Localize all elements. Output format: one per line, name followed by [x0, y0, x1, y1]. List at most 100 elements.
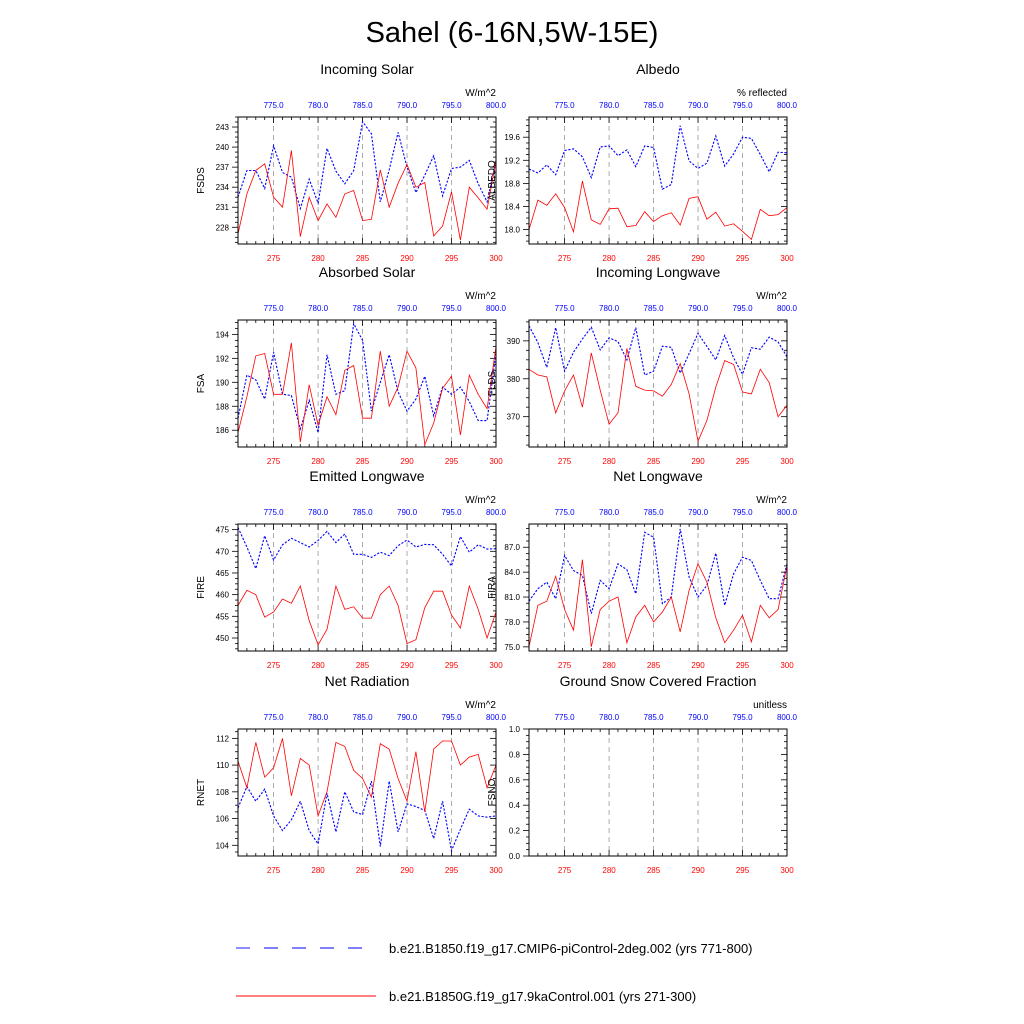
- units-label: unitless: [753, 700, 787, 711]
- x-tick-label: 280: [311, 457, 325, 466]
- y-tick-label: 455: [216, 612, 230, 621]
- x-tick-label: 290: [400, 661, 414, 670]
- legend: b.e21.B1850.f19_g17.CMIP6-piControl-2deg…: [236, 941, 753, 1004]
- x-tick-label-top: 785.0: [353, 304, 374, 313]
- y-tick-label: 0.0: [509, 852, 521, 861]
- plot-frame: [528, 523, 788, 652]
- x-tick-label: 280: [602, 457, 616, 466]
- x-tick-label-top: 800.0: [777, 713, 798, 722]
- x-tick-label: 280: [311, 866, 325, 875]
- x-tick-label-top: 795.0: [733, 101, 754, 110]
- y-tick-label: 18.4: [504, 202, 520, 211]
- x-tick-label: 275: [558, 866, 572, 875]
- series-line: [528, 528, 788, 614]
- x-tick-label: 300: [489, 457, 503, 466]
- x-tick-label: 300: [780, 457, 794, 466]
- chart-title: Absorbed Solar: [319, 264, 416, 280]
- x-tick-label-top: 785.0: [644, 508, 665, 517]
- series-line: [528, 181, 788, 241]
- x-tick-label-top: 790.0: [397, 713, 418, 722]
- x-tick-label: 295: [736, 661, 750, 670]
- plot-frame: [237, 319, 497, 448]
- series-line: [528, 559, 788, 647]
- x-tick-label: 285: [356, 866, 370, 875]
- x-tick-label-top: 790.0: [688, 713, 709, 722]
- x-tick-label: 275: [558, 254, 572, 263]
- x-tick-label-top: 795.0: [442, 713, 463, 722]
- x-tick-label-top: 790.0: [688, 101, 709, 110]
- units-label: W/m^2: [465, 495, 496, 506]
- chart-title: Emitted Longwave: [309, 468, 424, 484]
- chart-title: Incoming Solar: [320, 61, 414, 77]
- x-tick-label: 290: [400, 254, 414, 263]
- y-tick-label: 475: [216, 526, 230, 535]
- plot-frame: [528, 319, 788, 448]
- x-tick-label-top: 795.0: [442, 304, 463, 313]
- y-axis-label: FIRA: [487, 576, 498, 599]
- y-axis-label: RNET: [196, 779, 207, 806]
- y-tick-label: 104: [216, 841, 230, 850]
- x-tick-label: 300: [780, 866, 794, 875]
- x-tick-label-top: 780.0: [308, 508, 329, 517]
- chart-panel: Net Radiation W/m^2 RNET 275 280 285 290 295 300…: [196, 673, 507, 875]
- y-tick-label: 0.8: [509, 750, 521, 759]
- y-tick-label: 190: [216, 378, 230, 387]
- x-tick-label: 285: [647, 866, 661, 875]
- x-tick-label-top: 780.0: [599, 508, 620, 517]
- y-tick-label: 106: [216, 815, 230, 824]
- x-tick-label-top: 775.0: [264, 713, 285, 722]
- x-tick-label-top: 780.0: [599, 713, 620, 722]
- x-tick-label: 290: [400, 866, 414, 875]
- y-tick-label: 450: [216, 634, 230, 643]
- y-tick-label: 18.0: [504, 226, 520, 235]
- x-tick-label: 295: [445, 254, 459, 263]
- y-tick-label: 470: [216, 547, 230, 556]
- units-label: W/m^2: [465, 88, 496, 99]
- x-tick-label-top: 790.0: [397, 508, 418, 517]
- x-tick-label: 275: [267, 866, 281, 875]
- x-tick-label: 285: [356, 661, 370, 670]
- y-tick-label: 465: [216, 569, 230, 578]
- y-tick-label: 0.2: [509, 827, 521, 836]
- y-tick-label: 18.8: [504, 179, 520, 188]
- x-tick-label: 290: [400, 457, 414, 466]
- x-tick-label: 300: [780, 254, 794, 263]
- chart-title: Net Longwave: [613, 468, 703, 484]
- x-tick-label: 300: [489, 866, 503, 875]
- x-tick-label-top: 775.0: [264, 304, 285, 313]
- x-tick-label-top: 780.0: [599, 101, 620, 110]
- units-label: W/m^2: [756, 495, 787, 506]
- y-axis-label: ALBEDO: [487, 160, 498, 201]
- y-tick-label: 240: [216, 143, 230, 152]
- x-tick-label: 275: [267, 457, 281, 466]
- x-tick-label-top: 775.0: [555, 304, 576, 313]
- y-tick-label: 380: [507, 375, 521, 384]
- y-tick-label: 0.4: [509, 801, 521, 810]
- y-tick-label: 234: [216, 183, 230, 192]
- page-title: Sahel (6-16N,5W-15E): [366, 17, 659, 49]
- series-line: [528, 325, 788, 376]
- x-tick-label-top: 775.0: [555, 713, 576, 722]
- series-line: [237, 780, 497, 853]
- plot-frame: [237, 523, 497, 652]
- y-tick-label: 87.0: [504, 543, 520, 552]
- y-tick-label: 19.6: [504, 133, 520, 142]
- x-tick-label: 280: [311, 661, 325, 670]
- x-tick-label: 285: [356, 254, 370, 263]
- x-tick-label-top: 775.0: [264, 508, 285, 517]
- x-tick-label-top: 800.0: [777, 304, 798, 313]
- x-tick-label: 285: [356, 457, 370, 466]
- plot-frame: [528, 116, 788, 245]
- chart-title: Ground Snow Covered Fraction: [560, 673, 757, 689]
- y-tick-label: 243: [216, 123, 230, 132]
- x-tick-label-top: 780.0: [308, 101, 329, 110]
- legend-label: b.e21.B1850G.f19_g17.9kaControl.001 (yrs…: [389, 989, 696, 1004]
- x-tick-label-top: 800.0: [777, 508, 798, 517]
- x-tick-label-top: 785.0: [644, 101, 665, 110]
- x-tick-label: 275: [267, 661, 281, 670]
- x-tick-label: 295: [736, 866, 750, 875]
- x-tick-label: 290: [691, 457, 705, 466]
- x-tick-label-top: 795.0: [733, 304, 754, 313]
